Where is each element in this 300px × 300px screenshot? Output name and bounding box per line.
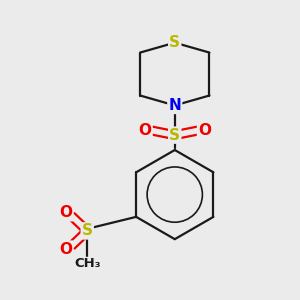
Text: CH₃: CH₃ [74, 257, 100, 270]
Text: S: S [169, 128, 180, 142]
Text: O: O [198, 123, 211, 138]
Text: S: S [169, 35, 180, 50]
Text: S: S [82, 224, 93, 238]
Text: N: N [168, 98, 181, 113]
Text: O: O [59, 205, 72, 220]
Text: O: O [59, 242, 72, 256]
Text: O: O [139, 123, 152, 138]
